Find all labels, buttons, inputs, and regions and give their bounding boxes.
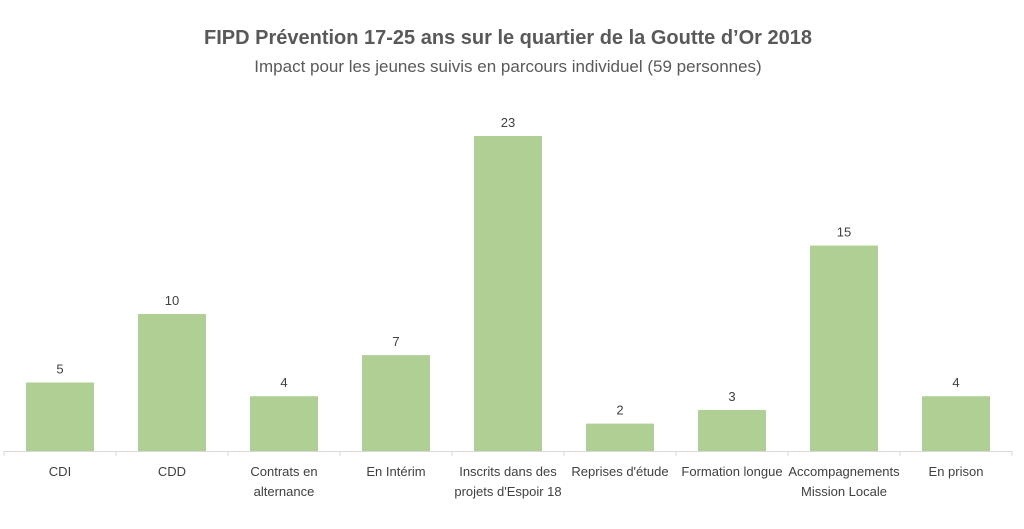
data-label: 10 bbox=[165, 293, 179, 308]
category-label: CDD bbox=[158, 464, 186, 479]
category-label: En Intérim bbox=[366, 464, 425, 479]
chart-subtitle: Impact pour les jeunes suivis en parcour… bbox=[254, 57, 761, 76]
chart-title: FIPD Prévention 17-25 ans sur le quartie… bbox=[204, 27, 812, 49]
bar bbox=[362, 355, 430, 451]
bar bbox=[138, 314, 206, 451]
category-label: Formation longue bbox=[681, 464, 782, 479]
bar bbox=[810, 245, 878, 451]
data-label: 4 bbox=[280, 375, 287, 390]
category-label: CDI bbox=[49, 464, 71, 479]
bar bbox=[474, 136, 542, 451]
category-label: En prison bbox=[929, 464, 984, 479]
bar bbox=[586, 423, 654, 451]
data-label: 2 bbox=[616, 403, 623, 418]
bar bbox=[922, 396, 990, 451]
category-label: alternance bbox=[254, 484, 315, 499]
data-label: 23 bbox=[501, 115, 515, 130]
bar bbox=[698, 409, 766, 451]
category-label: Reprises d'étude bbox=[571, 464, 668, 479]
category-label: Mission Locale bbox=[801, 484, 887, 499]
data-label: 4 bbox=[952, 375, 959, 390]
data-label: 5 bbox=[56, 362, 63, 377]
category-label: projets d'Espoir 18 bbox=[454, 484, 561, 499]
category-label: Inscrits dans des bbox=[459, 464, 557, 479]
category-label: Accompagnements bbox=[788, 464, 900, 479]
data-label: 7 bbox=[392, 334, 399, 349]
bar bbox=[26, 382, 94, 451]
category-label: Contrats en bbox=[250, 464, 317, 479]
bar bbox=[250, 396, 318, 451]
data-label: 15 bbox=[837, 225, 851, 240]
data-label: 3 bbox=[728, 389, 735, 404]
